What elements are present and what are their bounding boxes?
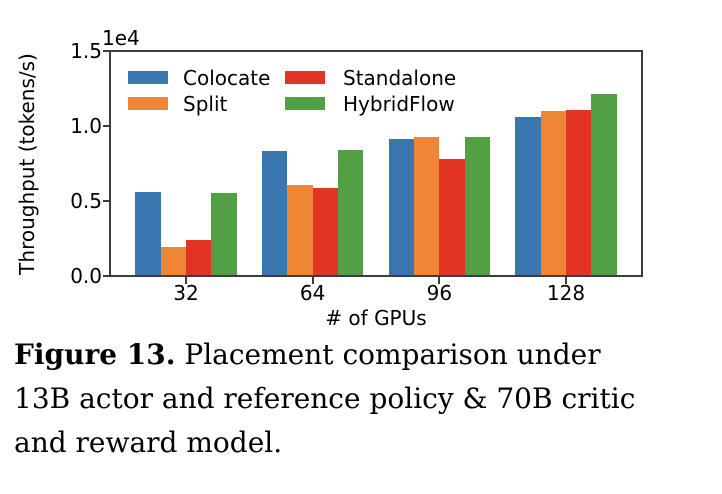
x-tick-mark (185, 277, 187, 284)
bar-hybridflow-128 (591, 93, 617, 275)
figure-label: Figure 13. (14, 338, 176, 371)
bar-standalone-32 (186, 240, 212, 275)
bar-standalone-64 (312, 187, 338, 275)
caption-line-3: and reward model. (14, 426, 283, 459)
bar-hybridflow-64 (338, 150, 364, 275)
caption-line-1-text: Placement comparison under (184, 338, 601, 371)
legend-swatch-standalone (285, 71, 325, 84)
x-tick-mark (565, 277, 567, 284)
legend-label-standalone: Standalone (343, 66, 457, 90)
bar-colocate-96 (388, 138, 414, 275)
bar-standalone-128 (566, 109, 592, 275)
legend-label-colocate: Colocate (183, 66, 271, 90)
bar-standalone-96 (439, 159, 465, 275)
y-tick-label: 1.5 (70, 39, 102, 63)
legend-swatch-colocate (128, 71, 168, 84)
bar-colocate-32 (135, 192, 161, 275)
x-tick-mark (311, 277, 314, 284)
bar-split-64 (287, 184, 313, 275)
x-tick-label: 128 (546, 281, 586, 305)
bar-split-32 (160, 246, 186, 275)
y-tick-mark (103, 50, 110, 52)
figure-caption: Figure 13. Placement comparison under 13… (14, 333, 720, 465)
caption-line-2: 13B actor and reference policy & 70B cri… (14, 382, 636, 415)
y-tick-label: 1.0 (70, 114, 102, 138)
x-tick-label: 96 (426, 281, 453, 305)
y-tick-label: 0.0 (70, 264, 102, 288)
bar-hybridflow-96 (464, 136, 490, 275)
x-tick-mark (438, 277, 441, 284)
bar-split-96 (414, 136, 440, 275)
bar-colocate-128 (515, 117, 541, 275)
y-tick-label: 0.5 (70, 189, 102, 213)
legend-label-hybridflow: HybridFlow (343, 92, 455, 116)
legend-swatch-split (128, 97, 168, 110)
y-tick-mark (103, 125, 110, 127)
y-axis-offset-label: 1e4 (102, 26, 140, 50)
x-tick-label: 64 (299, 281, 326, 305)
caption-line-1: Figure 13. Placement comparison under (14, 333, 720, 377)
y-tick-mark (103, 275, 110, 277)
x-tick-label: 32 (173, 281, 199, 305)
bar-split-128 (540, 111, 566, 275)
bar-colocate-64 (262, 150, 288, 275)
bar-hybridflow-32 (211, 192, 237, 275)
x-axis-label: # of GPUs (325, 306, 427, 330)
legend-label-split: Split (183, 92, 228, 116)
y-axis-label: Throughput (tokens/s) (15, 53, 39, 275)
y-tick-mark (103, 200, 110, 202)
legend-swatch-hybridflow (285, 97, 325, 110)
